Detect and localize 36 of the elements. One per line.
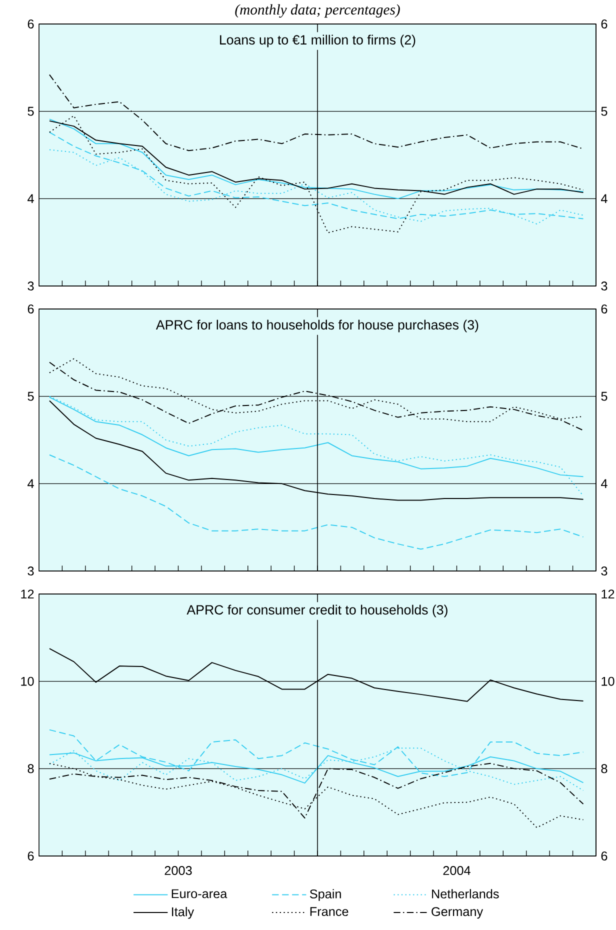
y2-tick-label: 3 [601, 566, 608, 576]
legend-label: Netherlands [432, 889, 499, 898]
y-tick-label: 5 [28, 106, 34, 116]
legend-label: Spain [310, 889, 341, 901]
y2-tick-label: 5 [601, 392, 608, 401]
x-tick-label: 2004 [443, 866, 470, 876]
y-tick-label: 6 [28, 20, 34, 28]
y2-tick-label: 6 [601, 20, 608, 28]
y2-tick-label: 3 [601, 282, 608, 290]
y-tick-label: 3 [28, 566, 34, 576]
legend-label: Italy [172, 906, 194, 919]
y-tick-label: 12 [21, 590, 34, 598]
y2-tick-label: 5 [601, 106, 608, 116]
y2-tick-label: 10 [602, 676, 614, 686]
y2-tick-label: 6 [601, 304, 608, 314]
y-tick-label: 6 [28, 304, 34, 314]
legend-label: Euro-area [172, 889, 228, 898]
x-tick-label: 2003 [164, 866, 192, 876]
y2-tick-label: 4 [601, 479, 608, 488]
text: APRC for loans to households for house purchases (3) [156, 320, 478, 332]
y2-tick-label: 6 [601, 852, 608, 860]
text: APRC for consumer credit to households (3) [186, 604, 448, 618]
text: Loans up to €1 million to firms (2) [220, 34, 416, 48]
y-tick-label: 4 [28, 479, 34, 488]
legend-label: Germany [432, 907, 484, 919]
y2-tick-label: 12 [602, 590, 614, 598]
chart-subtitle: (monthly data; percentages) [235, 4, 400, 18]
y-tick-label: 5 [28, 392, 34, 401]
y-tick-label: 6 [28, 852, 34, 860]
legend-label: France [310, 907, 348, 916]
y2-tick-label: 8 [601, 764, 608, 774]
y-tick-label: 10 [21, 676, 34, 686]
y2-tick-label: 4 [601, 194, 608, 204]
y-tick-label: 8 [28, 764, 34, 774]
y-tick-label: 4 [28, 194, 34, 204]
y-tick-label: 3 [28, 282, 34, 290]
